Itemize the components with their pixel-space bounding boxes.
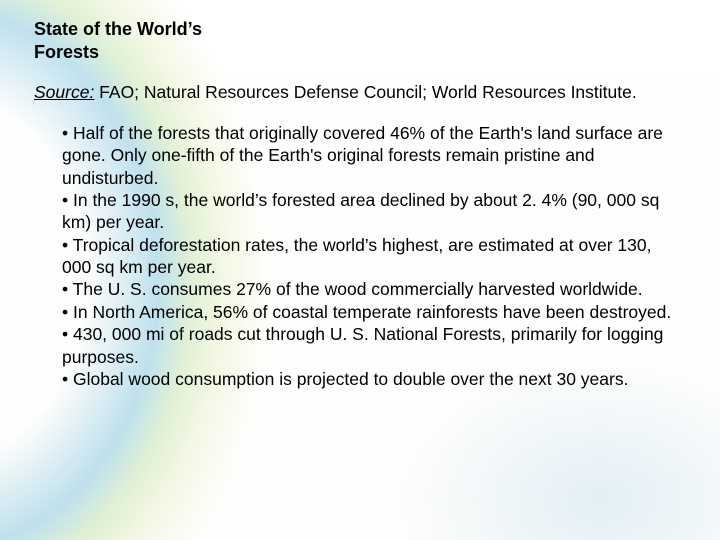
list-item: • Global wood consumption is projected t…	[62, 368, 682, 390]
slide-content: State of the World’s Forests Source: FAO…	[0, 0, 720, 390]
source-label: Source:	[34, 82, 94, 102]
list-item: • Half of the forests that originally co…	[62, 122, 682, 189]
list-item: • Tropical deforestation rates, the worl…	[62, 234, 682, 279]
list-item: • The U. S. consumes 27% of the wood com…	[62, 278, 682, 300]
bullet-list: • Half of the forests that originally co…	[62, 122, 682, 391]
title-line-2: Forests	[34, 42, 99, 62]
title-line-1: State of the World’s	[34, 19, 202, 39]
list-item: • In the 1990 s, the world’s forested ar…	[62, 189, 682, 234]
list-item: • 430, 000 mi of roads cut through U. S.…	[62, 323, 682, 368]
slide-title: State of the World’s Forests	[34, 18, 334, 63]
source-text: FAO; Natural Resources Defense Council; …	[94, 82, 636, 102]
source-line: Source: FAO; Natural Resources Defense C…	[34, 81, 686, 104]
list-item: • In North America, 56% of coastal tempe…	[62, 301, 682, 323]
